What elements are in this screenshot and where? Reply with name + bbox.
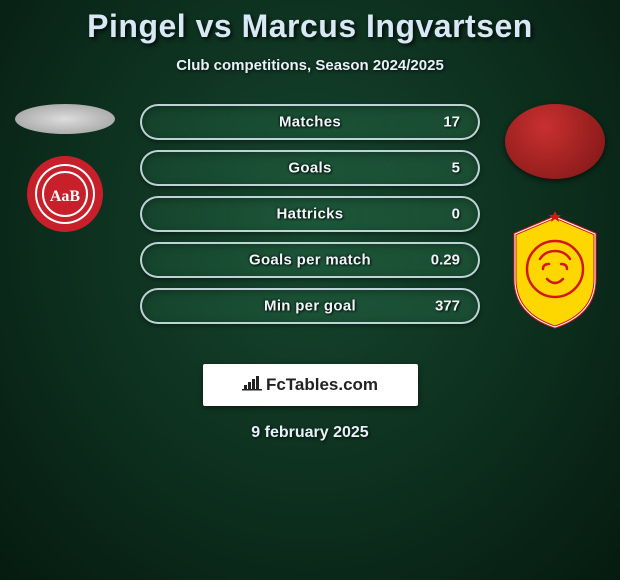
left-player-photo bbox=[15, 104, 115, 134]
stat-bar-hattricks: Hattricks 0 bbox=[140, 196, 480, 232]
brand-box[interactable]: FcTables.com bbox=[203, 364, 418, 406]
left-club-badge: AaB bbox=[25, 154, 105, 234]
stats-area: AaB Matches 17 Goals 5 Hattricks 0 Goals… bbox=[0, 104, 620, 354]
left-player-column: AaB bbox=[10, 104, 120, 234]
stat-label: Hattricks bbox=[277, 206, 344, 223]
stat-bar-min-per-goal: Min per goal 377 bbox=[140, 288, 480, 324]
right-player-column bbox=[500, 104, 610, 329]
stat-label: Goals bbox=[288, 160, 331, 177]
brand-text: FcTables.com bbox=[266, 375, 378, 395]
stat-label: Goals per match bbox=[249, 252, 371, 269]
stat-value: 17 bbox=[443, 114, 460, 131]
stat-value: 377 bbox=[435, 298, 460, 315]
stat-value: 0.29 bbox=[431, 252, 460, 269]
page-title: Pingel vs Marcus Ingvartsen bbox=[0, 8, 620, 45]
chart-icon bbox=[242, 375, 262, 396]
stat-bar-goals: Goals 5 bbox=[140, 150, 480, 186]
right-player-photo bbox=[505, 104, 605, 179]
stat-label: Min per goal bbox=[264, 298, 356, 315]
stat-value: 0 bbox=[452, 206, 460, 223]
stat-value: 5 bbox=[452, 160, 460, 177]
stat-bar-matches: Matches 17 bbox=[140, 104, 480, 140]
date: 9 february 2025 bbox=[0, 424, 620, 442]
stats-bars: Matches 17 Goals 5 Hattricks 0 Goals per… bbox=[140, 104, 480, 324]
svg-text:AaB: AaB bbox=[50, 188, 81, 205]
right-club-badge bbox=[505, 209, 605, 329]
subtitle: Club competitions, Season 2024/2025 bbox=[0, 57, 620, 74]
stat-label: Matches bbox=[279, 114, 341, 131]
stat-bar-goals-per-match: Goals per match 0.29 bbox=[140, 242, 480, 278]
